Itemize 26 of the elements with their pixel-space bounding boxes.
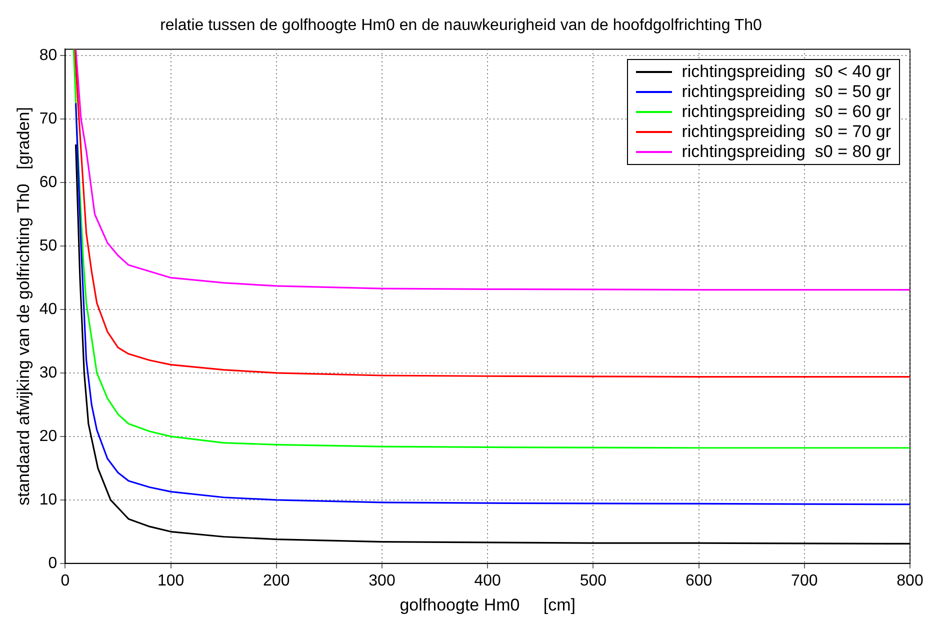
x-tick-label: 700 <box>791 572 818 590</box>
y-tick-label: 70 <box>39 110 58 128</box>
y-tick-label: 20 <box>39 428 58 445</box>
y-tick-label: 0 <box>48 554 58 572</box>
y-tick-label: 40 <box>39 300 58 318</box>
chart-title: relatie tussen de golfhoogte Hm0 en de nauwkeurigheid van de hoofdgolfrichting Th0 <box>160 17 762 34</box>
x-tick-label: 300 <box>368 572 396 590</box>
x-tick-label: 800 <box>896 572 924 590</box>
legend-label: richtingspreiding s0 = 70 gr <box>682 122 891 142</box>
x-tick-label: 500 <box>580 572 607 590</box>
y-tick-label: 10 <box>39 491 58 508</box>
y-tick-label: 80 <box>39 46 58 64</box>
legend-label: richtingspreiding s0 = 80 gr <box>682 142 891 162</box>
legend-label: richtingspreiding s0 = 50 gr <box>682 82 891 102</box>
legend-label: richtingspreiding s0 = 60 gr <box>682 102 891 122</box>
x-tick-label: 100 <box>157 572 184 590</box>
y-tick-label: 30 <box>39 364 58 382</box>
y-tick-label: 60 <box>39 174 58 191</box>
x-tick-label: 600 <box>685 572 712 590</box>
y-axis-title: standaard afwijking van de golfrichting Th0 [graden] <box>14 107 33 506</box>
y-tick-label: 50 <box>39 237 58 254</box>
x-tick-label: 400 <box>474 572 502 590</box>
x-tick-label: 0 <box>60 572 70 590</box>
legend-label: richtingspreiding s0 < 40 gr <box>682 62 891 82</box>
x-axis-title: golfhoogte Hm0 [cm] <box>400 595 576 614</box>
x-tick-label: 200 <box>263 572 290 590</box>
